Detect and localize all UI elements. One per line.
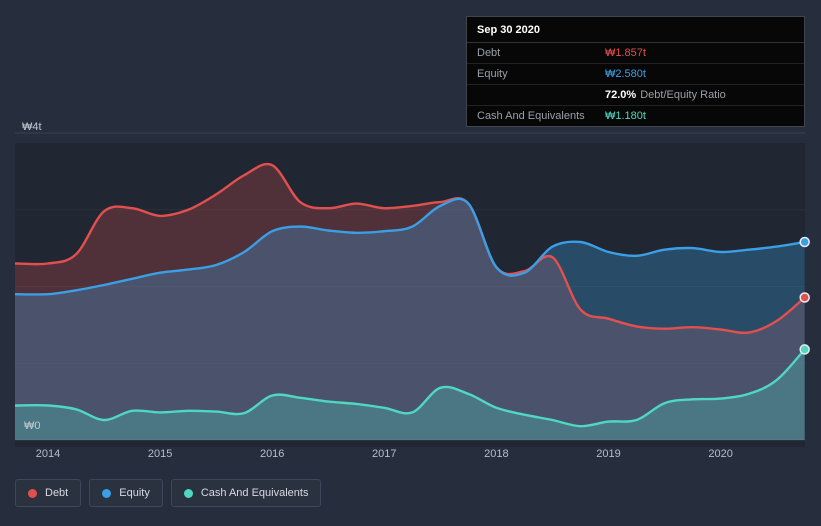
- x-axis-label-2014: 2014: [35, 448, 61, 460]
- equity-area: [15, 198, 805, 440]
- legend: Debt Equity Cash And Equivalents: [15, 479, 322, 507]
- cash-and-equivalents-area: [15, 349, 805, 440]
- tooltip-row-debt: Debt ₩1.857t: [467, 43, 804, 64]
- cash-and-equivalents-line: [14, 348, 806, 428]
- legend-label-equity: Equity: [119, 487, 150, 499]
- x-axis-label-2017: 2017: [372, 448, 397, 460]
- x-axis-label-2019: 2019: [596, 448, 621, 460]
- x-axis-label-2018: 2018: [484, 448, 509, 460]
- legend-item-cash[interactable]: Cash And Equivalents: [170, 479, 322, 507]
- cash-series-swatch-icon: [183, 488, 193, 498]
- chart-tooltip: Sep 30 2020 Debt ₩1.857t Equity ₩2.580t …: [466, 16, 805, 127]
- tooltip-row-ratio: 72.0% Debt/Equity Ratio: [467, 85, 804, 106]
- tooltip-cash-label: Cash And Equivalents: [477, 110, 585, 122]
- equity-line: [14, 197, 805, 296]
- x-axis-label-2020: 2020: [708, 448, 733, 460]
- tooltip-row-equity: Equity ₩2.580t: [467, 64, 804, 85]
- tooltip-ratio: 72.0% Debt/Equity Ratio: [605, 89, 726, 101]
- legend-label-debt: Debt: [45, 487, 69, 499]
- tooltip-ratio-value: 72.0%: [605, 89, 637, 101]
- debt-area: [15, 164, 805, 441]
- plot-background: [15, 143, 805, 447]
- legend-label-cash: Cash And Equivalents: [200, 487, 309, 499]
- y-axis-label-top: ₩4t: [22, 121, 42, 133]
- cash-and-equivalents-latest-marker[interactable]: [799, 344, 810, 355]
- debt-latest-marker[interactable]: [799, 292, 810, 303]
- legend-item-equity[interactable]: Equity: [89, 479, 163, 507]
- tooltip-equity-label: Equity: [477, 68, 508, 80]
- equity-latest-marker[interactable]: [799, 236, 810, 248]
- tooltip-ratio-label: Debt/Equity Ratio: [640, 89, 726, 101]
- tooltip-debt-value: ₩1.857t: [605, 47, 646, 59]
- debt-line: [14, 162, 806, 335]
- debt-series-swatch-icon: [28, 488, 37, 498]
- equity-series-swatch-icon: [102, 488, 112, 498]
- tooltip-date: Sep 30 2020: [467, 17, 804, 43]
- y-axis-label-bottom: ₩0: [24, 420, 41, 432]
- tooltip-row-cash: Cash And Equivalents ₩1.180t: [467, 106, 804, 126]
- tooltip-debt-label: Debt: [477, 47, 501, 59]
- x-axis-label-2015: 2015: [147, 448, 173, 460]
- tooltip-equity-value: ₩2.580t: [605, 68, 646, 80]
- tooltip-cash-value: ₩1.180t: [605, 110, 646, 122]
- legend-item-debt[interactable]: Debt: [15, 479, 82, 507]
- x-axis-label-2016: 2016: [259, 448, 285, 460]
